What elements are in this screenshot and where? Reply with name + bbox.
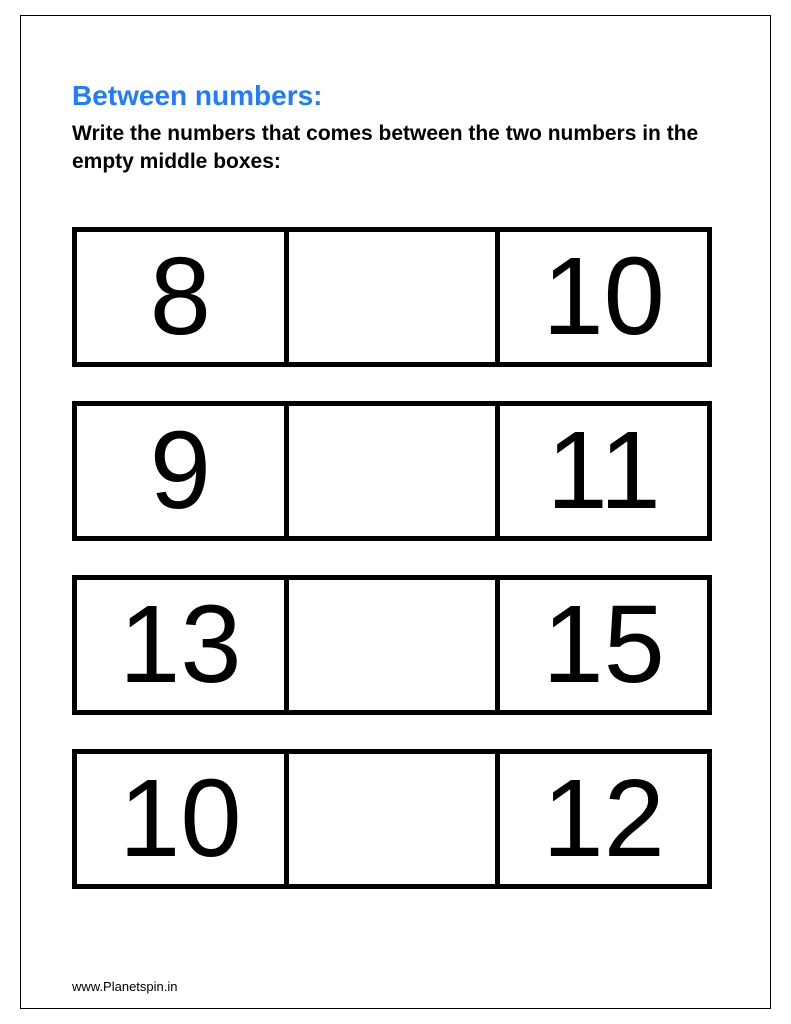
right-number-cell: 12 bbox=[495, 754, 707, 884]
left-number-cell: 8 bbox=[77, 232, 284, 362]
number-row: 9 11 bbox=[72, 401, 712, 541]
right-number-cell: 10 bbox=[495, 232, 707, 362]
number-rows: 8 10 9 11 13 15 10 12 bbox=[72, 227, 719, 889]
right-number-cell: 15 bbox=[495, 580, 707, 710]
middle-answer-cell[interactable] bbox=[284, 754, 496, 884]
left-number-cell: 10 bbox=[77, 754, 284, 884]
middle-answer-cell[interactable] bbox=[284, 232, 496, 362]
left-number-cell: 13 bbox=[77, 580, 284, 710]
number-row: 10 12 bbox=[72, 749, 712, 889]
number-row: 13 15 bbox=[72, 575, 712, 715]
middle-answer-cell[interactable] bbox=[284, 580, 496, 710]
left-number-cell: 9 bbox=[77, 406, 284, 536]
middle-answer-cell[interactable] bbox=[284, 406, 496, 536]
worksheet-title: Between numbers: bbox=[72, 80, 719, 112]
worksheet-instruction: Write the numbers that comes between the… bbox=[72, 120, 719, 177]
right-number-cell: 11 bbox=[495, 406, 707, 536]
footer-credit: www.Planetspin.in bbox=[72, 979, 178, 994]
worksheet-content: Between numbers: Write the numbers that … bbox=[72, 80, 719, 889]
number-row: 8 10 bbox=[72, 227, 712, 367]
